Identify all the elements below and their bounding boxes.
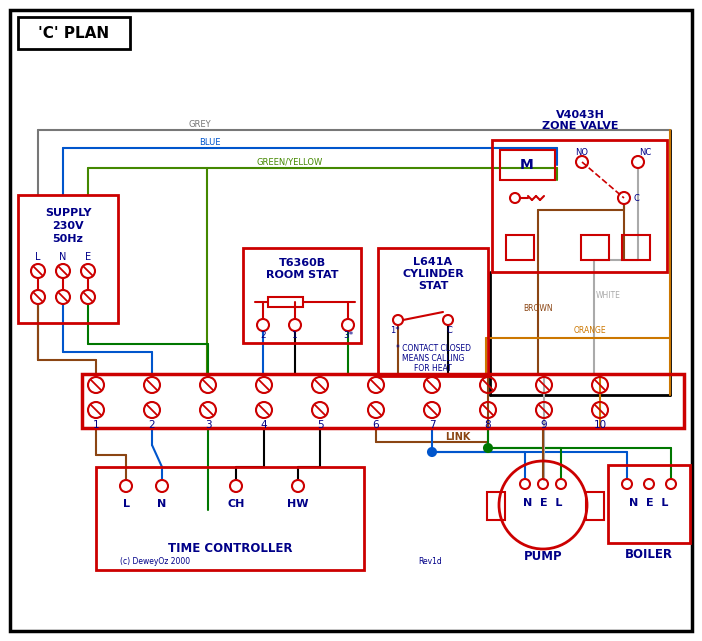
- Bar: [492, 140, 667, 272]
- Text: 'C' PLAN: 'C' PLAN: [39, 26, 110, 40]
- Text: L: L: [35, 252, 41, 262]
- Text: 6: 6: [373, 420, 379, 430]
- Text: GREEN/YELLOW: GREEN/YELLOW: [257, 158, 323, 167]
- Text: M: M: [520, 158, 534, 172]
- Bar: [608, 465, 690, 543]
- Text: E: E: [85, 252, 91, 262]
- Text: V4043H: V4043H: [555, 110, 604, 120]
- Text: FOR HEAT: FOR HEAT: [414, 363, 452, 372]
- Bar: [18, 17, 130, 49]
- Text: 3: 3: [205, 420, 211, 430]
- Text: 2: 2: [149, 420, 155, 430]
- Text: 5: 5: [317, 420, 324, 430]
- Text: N  E  L: N E L: [629, 498, 669, 508]
- Text: BLUE: BLUE: [199, 138, 220, 147]
- Circle shape: [428, 448, 436, 456]
- Text: CYLINDER: CYLINDER: [402, 269, 464, 279]
- Bar: [18, 195, 118, 323]
- Text: 9: 9: [541, 420, 548, 430]
- Text: TIME CONTROLLER: TIME CONTROLLER: [168, 542, 292, 556]
- Text: GREY: GREY: [189, 119, 211, 128]
- Text: 50Hz: 50Hz: [53, 234, 84, 244]
- Bar: [268, 297, 303, 307]
- Text: N  E  L: N E L: [523, 498, 563, 508]
- Text: NO: NO: [576, 147, 588, 156]
- Text: 3*: 3*: [343, 331, 353, 340]
- Text: 230V: 230V: [52, 221, 84, 231]
- Text: 8: 8: [484, 420, 491, 430]
- Text: L641A: L641A: [413, 257, 453, 267]
- Text: * CONTACT CLOSED: * CONTACT CLOSED: [395, 344, 470, 353]
- Bar: [96, 467, 364, 570]
- Text: C: C: [633, 194, 639, 203]
- Text: ROOM STAT: ROOM STAT: [266, 270, 338, 280]
- Text: BROWN: BROWN: [523, 303, 552, 313]
- Text: HW: HW: [287, 499, 309, 509]
- Text: BOILER: BOILER: [625, 549, 673, 562]
- Text: WHITE: WHITE: [595, 290, 621, 299]
- Bar: [622, 235, 650, 260]
- Bar: [506, 235, 534, 260]
- Bar: [500, 150, 555, 180]
- Text: 4: 4: [260, 420, 267, 430]
- Text: L: L: [123, 499, 129, 509]
- Circle shape: [484, 444, 492, 452]
- Bar: [487, 492, 505, 520]
- Text: NC: NC: [639, 147, 651, 156]
- Bar: [378, 248, 488, 376]
- Bar: [243, 248, 361, 343]
- Bar: [581, 235, 609, 260]
- Text: 1: 1: [292, 331, 298, 340]
- Text: 7: 7: [429, 420, 435, 430]
- Text: T6360B: T6360B: [279, 258, 326, 268]
- Text: STAT: STAT: [418, 281, 448, 291]
- Text: 2: 2: [260, 331, 266, 340]
- Text: C: C: [446, 326, 452, 335]
- Text: ZONE VALVE: ZONE VALVE: [542, 121, 618, 131]
- Text: ORANGE: ORANGE: [574, 326, 607, 335]
- Text: MEANS CALLING: MEANS CALLING: [402, 353, 464, 363]
- Text: 1*: 1*: [390, 326, 399, 335]
- Text: (c) DeweyOz 2000: (c) DeweyOz 2000: [120, 558, 190, 567]
- Text: CH: CH: [227, 499, 245, 509]
- Text: N: N: [157, 499, 166, 509]
- Text: PUMP: PUMP: [524, 551, 562, 563]
- Bar: [82, 374, 684, 428]
- Bar: [586, 492, 604, 520]
- Text: 10: 10: [593, 420, 607, 430]
- Text: 1: 1: [93, 420, 99, 430]
- Text: LINK: LINK: [445, 432, 470, 442]
- Text: SUPPLY: SUPPLY: [45, 208, 91, 218]
- Text: Rev1d: Rev1d: [418, 558, 442, 567]
- Text: N: N: [59, 252, 67, 262]
